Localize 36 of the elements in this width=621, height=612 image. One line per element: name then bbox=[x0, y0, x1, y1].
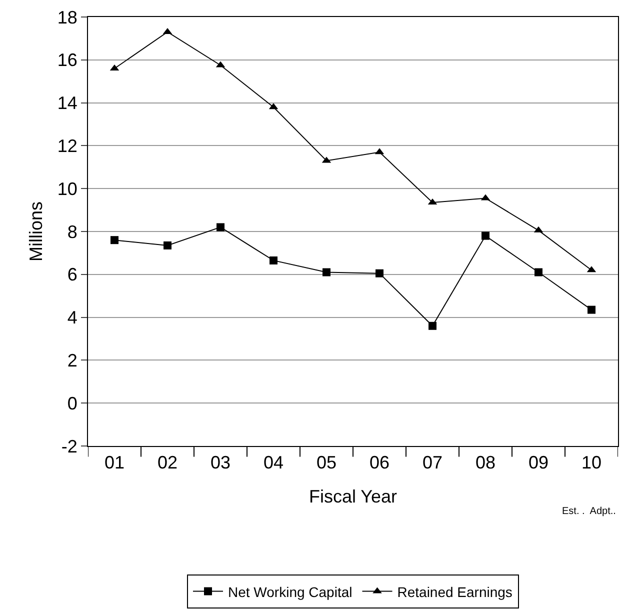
y-tick-label: 12 bbox=[57, 136, 78, 156]
point bbox=[482, 232, 490, 240]
y-tick-label: 14 bbox=[57, 93, 78, 114]
legend-label: Retained Earnings bbox=[397, 584, 512, 600]
legend-label: Net Working Capital bbox=[228, 584, 352, 600]
y-tick-label: 10 bbox=[57, 178, 78, 199]
y-tick-label: 18 bbox=[57, 7, 78, 28]
point bbox=[322, 268, 330, 276]
text: Est. . Adpt.. bbox=[562, 506, 616, 517]
point bbox=[376, 269, 384, 278]
x-tick-label: 09 bbox=[528, 452, 549, 473]
y-tick-label: 6 bbox=[67, 264, 78, 285]
x-tick-label: 04 bbox=[263, 452, 284, 473]
x-tick-label: 05 bbox=[316, 452, 337, 473]
point bbox=[110, 236, 118, 244]
point bbox=[216, 223, 224, 232]
x-tick-label: 03 bbox=[210, 452, 231, 473]
point bbox=[270, 256, 278, 264]
y-tick-label: 0 bbox=[67, 393, 78, 414]
y-axis-title: Millions bbox=[26, 201, 46, 262]
point bbox=[534, 268, 542, 276]
y-tick-label: 16 bbox=[57, 50, 78, 70]
point bbox=[164, 241, 172, 250]
x-tick-label: 08 bbox=[475, 452, 496, 473]
x-tick-label: 10 bbox=[581, 452, 602, 473]
x-axis-title: Fiscal Year bbox=[308, 486, 398, 507]
x-tick-label: 06 bbox=[369, 452, 390, 473]
point bbox=[588, 306, 596, 314]
y-tick-label: -2 bbox=[61, 436, 78, 456]
x-tick-label: 07 bbox=[422, 452, 443, 473]
y-tick-label: 4 bbox=[67, 308, 78, 328]
point bbox=[428, 322, 436, 330]
y-tick-label: 8 bbox=[67, 222, 78, 242]
y-tick-label: 2 bbox=[67, 350, 78, 370]
x-tick-label: 01 bbox=[104, 452, 125, 473]
x-tick-label: 02 bbox=[157, 452, 178, 473]
